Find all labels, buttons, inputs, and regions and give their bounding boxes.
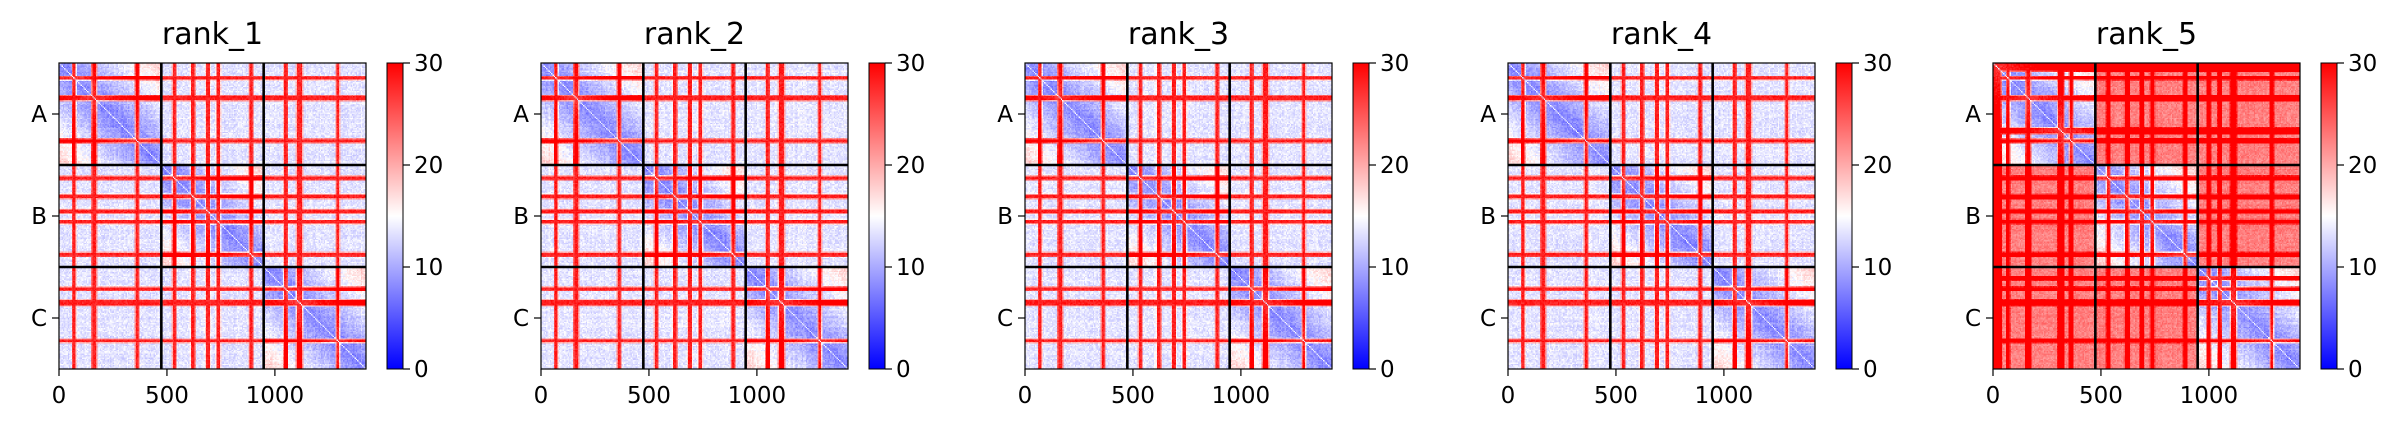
colorbar-tick-label: 10 [2348,255,2377,281]
colorbar-tick-label: 0 [1380,357,1395,383]
chain-label: C [1965,306,1981,332]
x-tick-label: 1000 [728,383,787,409]
x-tick-label: 500 [1594,383,1638,409]
x-tick-label: 0 [1986,383,2001,409]
panel-title: rank_4 [1611,17,1712,52]
colorbar-tick-label: 10 [1380,255,1409,281]
colorbar-tick-label: 30 [2348,51,2377,77]
chain-label: C [997,306,1013,332]
colorbar-tick-label: 10 [1863,255,1892,281]
panel-title: rank_2 [644,17,745,52]
chain-label: C [1480,306,1496,332]
panel-4: rank_4 A B C 0 500 1000 0 10 20 30 [1480,17,1892,409]
colorbar-tick-label: 0 [1863,357,1878,383]
chain-label: B [31,204,47,230]
colorbar [386,62,404,370]
chain-label: A [1965,102,1981,128]
chain-label: A [997,102,1013,128]
colorbar-tick-label: 20 [1380,153,1409,179]
colorbar-tick-label: 10 [414,255,443,281]
chain-label: B [997,204,1013,230]
x-tick-label: 1000 [246,383,305,409]
x-tick-label: 500 [145,383,189,409]
colorbar-tick-label: 20 [896,153,925,179]
pae-heatmap [1025,63,1332,369]
x-tick-label: 0 [1501,383,1516,409]
panel-title: rank_3 [1128,17,1229,52]
chain-label: C [513,306,529,332]
panel-5: rank_5 A B C 0 500 1000 0 10 20 30 [1965,17,2377,409]
x-tick-label: 0 [534,383,549,409]
colorbar-tick-label: 30 [1863,51,1892,77]
colorbar [2320,62,2338,370]
pae-heatmap [59,63,366,369]
colorbar-tick-label: 30 [414,51,443,77]
colorbar [868,62,886,370]
colorbar-tick-label: 30 [1380,51,1409,77]
colorbar [1835,62,1853,370]
colorbar-tick-label: 0 [414,357,429,383]
chain-label: A [31,102,47,128]
panel-3: rank_3 A B C 0 500 1000 0 10 20 30 [997,17,1409,409]
chain-label: B [1965,204,1981,230]
colorbar-tick-label: 20 [2348,153,2377,179]
colorbar-tick-label: 30 [896,51,925,77]
pae-heatmap [541,63,848,369]
x-tick-label: 500 [1111,383,1155,409]
colorbar-tick-label: 20 [1863,153,1892,179]
chain-label: C [31,306,47,332]
x-tick-label: 1000 [1212,383,1271,409]
x-tick-label: 1000 [1695,383,1754,409]
pae-heatmap [1508,63,1815,369]
chain-label: B [1480,204,1496,230]
x-tick-label: 0 [52,383,67,409]
pae-heatmap [1993,63,2300,369]
panel-2: rank_2 A B C 0 500 1000 0 10 20 30 [513,17,925,409]
x-tick-label: 500 [627,383,671,409]
colorbar-tick-label: 0 [896,357,911,383]
panel-title: rank_5 [2096,17,2197,52]
x-tick-label: 500 [2079,383,2123,409]
chain-label: B [513,204,529,230]
panel-title: rank_1 [162,17,263,52]
colorbar-tick-label: 10 [896,255,925,281]
chain-label: A [513,102,529,128]
colorbar-tick-label: 20 [414,153,443,179]
colorbar [1352,62,1370,370]
panel-1: rank_1 A B C 0 500 1000 0 10 20 30 [31,17,443,409]
x-tick-label: 0 [1018,383,1033,409]
chain-label: A [1480,102,1496,128]
colorbar-tick-label: 0 [2348,357,2363,383]
x-tick-label: 1000 [2180,383,2239,409]
